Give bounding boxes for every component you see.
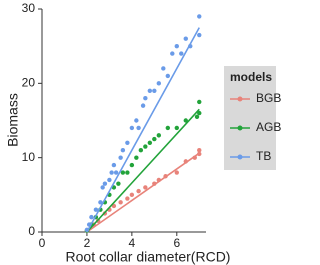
- legend-box: [224, 66, 276, 170]
- point: [93, 207, 99, 212]
- trend-line: [86, 152, 200, 233]
- point: [156, 81, 162, 86]
- y-tick-label: 10: [22, 150, 36, 164]
- legend-label: BGB: [256, 91, 281, 105]
- point: [197, 110, 202, 116]
- point: [138, 148, 144, 153]
- point: [120, 170, 126, 175]
- point: [111, 162, 117, 168]
- point: [134, 118, 139, 123]
- y-tick-label: 20: [22, 76, 36, 90]
- point: [152, 88, 157, 93]
- point: [143, 96, 148, 101]
- point: [174, 125, 179, 131]
- point: [113, 170, 119, 175]
- point: [118, 200, 123, 205]
- legend-dot: [237, 96, 243, 102]
- point: [197, 32, 202, 38]
- point: [140, 103, 146, 108]
- point: [147, 140, 153, 145]
- legend-label: AGB: [256, 120, 281, 134]
- point: [118, 155, 123, 160]
- trend-line: [86, 108, 200, 233]
- trend-line: [86, 27, 200, 233]
- point: [120, 148, 126, 153]
- x-axis-label: Root collar diameter(RCD): [66, 249, 231, 265]
- point: [100, 185, 105, 190]
- point: [161, 66, 166, 71]
- point: [183, 118, 188, 123]
- y-tick-label: 0: [28, 224, 35, 238]
- point: [152, 136, 157, 142]
- x-tick-label: 4: [129, 236, 136, 250]
- legend-dot: [237, 125, 243, 131]
- point: [183, 36, 188, 41]
- point: [107, 177, 112, 183]
- point: [165, 125, 171, 131]
- point: [143, 144, 148, 149]
- x-tick-label: 0: [39, 236, 46, 250]
- point: [136, 188, 141, 194]
- x-tick-label: 2: [84, 236, 91, 250]
- point: [129, 162, 135, 168]
- point: [116, 181, 121, 186]
- point: [197, 14, 202, 19]
- y-axis-label: Biomass: [5, 93, 21, 147]
- legend-dot: [237, 154, 243, 160]
- point: [197, 148, 202, 153]
- point: [98, 200, 103, 205]
- point: [194, 114, 200, 119]
- point: [197, 99, 202, 105]
- point: [134, 155, 139, 160]
- point: [156, 133, 162, 138]
- point: [179, 51, 184, 56]
- point: [125, 140, 130, 145]
- point: [174, 170, 179, 175]
- point: [125, 170, 130, 175]
- y-tick-label: 30: [22, 1, 36, 15]
- point: [89, 214, 94, 220]
- chart: Biomass Root collar diameter(RCD) models…: [5, 1, 282, 265]
- legend-label: TB: [256, 149, 271, 163]
- point: [174, 43, 179, 49]
- point: [136, 125, 141, 131]
- point: [129, 125, 135, 131]
- point: [102, 181, 108, 186]
- point: [109, 170, 114, 175]
- x-tick-label: 6: [173, 236, 180, 250]
- legend-title: models: [230, 70, 272, 84]
- point: [147, 88, 153, 93]
- point: [165, 73, 171, 79]
- point: [129, 192, 135, 198]
- point: [170, 51, 175, 56]
- point: [125, 196, 130, 201]
- point: [143, 185, 148, 190]
